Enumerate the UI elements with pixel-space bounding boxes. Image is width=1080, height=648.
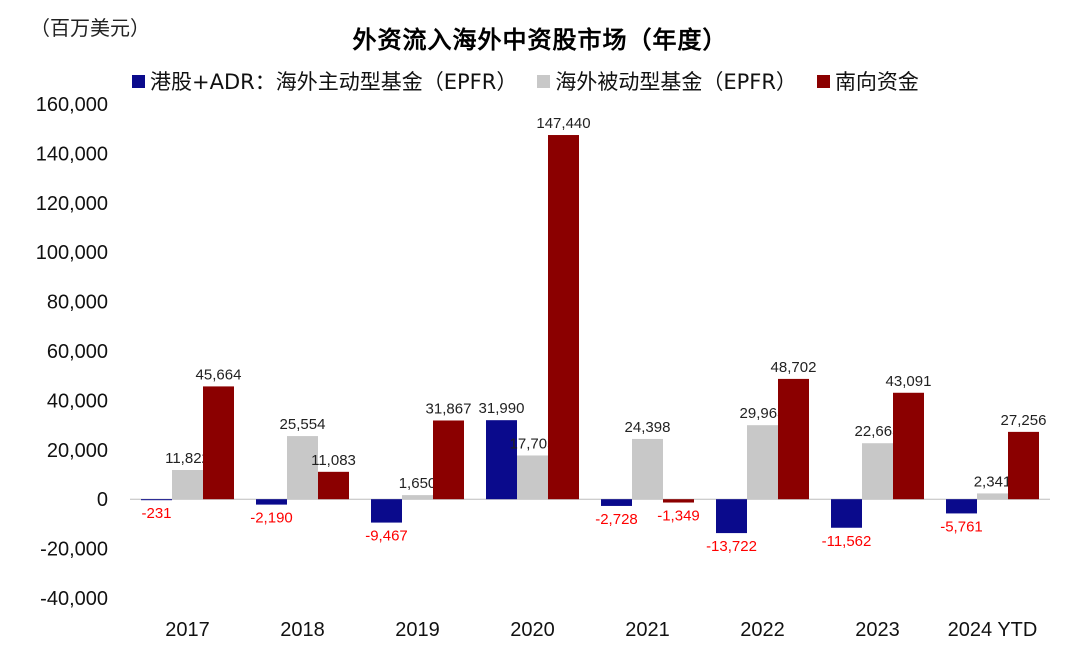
y-tick-label: 60,000 bbox=[47, 341, 108, 363]
bar bbox=[831, 499, 862, 528]
bar bbox=[946, 499, 977, 514]
data-label: 48,702 bbox=[771, 359, 817, 376]
y-tick-label: 120,000 bbox=[36, 193, 108, 215]
bar bbox=[402, 495, 433, 500]
x-tick-label: 2022 bbox=[740, 619, 785, 641]
legend-swatch-passive bbox=[537, 74, 551, 88]
x-tick-label: 2021 bbox=[625, 619, 670, 641]
bar bbox=[287, 436, 318, 500]
bar bbox=[977, 493, 1008, 500]
data-label: 31,867 bbox=[426, 400, 472, 417]
bar bbox=[486, 420, 517, 500]
legend-swatch-southbound bbox=[816, 74, 830, 88]
data-label: 27,256 bbox=[1001, 412, 1047, 429]
legend-item-active: 港股+ADR：海外主动型基金（EPFR） bbox=[132, 66, 517, 96]
y-tick-label: 0 bbox=[97, 489, 108, 511]
legend-swatch-active bbox=[132, 74, 145, 88]
bar bbox=[747, 425, 778, 500]
bar bbox=[433, 420, 464, 500]
x-tick-label: 2024 YTD bbox=[948, 619, 1038, 641]
bar bbox=[716, 499, 747, 534]
x-tick-label: 2018 bbox=[280, 619, 325, 641]
legend: 港股+ADR：海外主动型基金（EPFR） 海外被动型基金（EPFR） 南向资金 bbox=[132, 66, 939, 96]
data-label: -13,722 bbox=[706, 538, 757, 555]
legend-item-southbound: 南向资金 bbox=[816, 66, 919, 96]
bar bbox=[1008, 431, 1039, 500]
data-label: -9,467 bbox=[365, 528, 408, 545]
data-label: -2,728 bbox=[595, 511, 638, 528]
data-label: 17,705 bbox=[510, 435, 556, 452]
x-tick-label: 2020 bbox=[510, 619, 555, 641]
x-tick-label: 2017 bbox=[165, 619, 210, 641]
x-tick-label: 2023 bbox=[855, 619, 900, 641]
data-label: -5,761 bbox=[940, 518, 983, 535]
bar bbox=[548, 135, 579, 500]
bar bbox=[141, 499, 172, 501]
legend-item-passive: 海外被动型基金（EPFR） bbox=[537, 66, 797, 96]
y-tick-label: -20,000 bbox=[40, 539, 108, 561]
bar bbox=[632, 438, 663, 500]
data-label: 25,554 bbox=[280, 416, 326, 433]
bar bbox=[778, 378, 809, 500]
data-label: 24,398 bbox=[625, 419, 671, 436]
legend-label-southbound: 南向资金 bbox=[834, 70, 919, 94]
bar bbox=[318, 471, 349, 500]
bar bbox=[256, 499, 287, 505]
y-tick-label: 140,000 bbox=[36, 143, 108, 165]
data-label: 43,091 bbox=[886, 373, 932, 390]
data-label: -11,562 bbox=[822, 533, 872, 550]
data-label: 45,664 bbox=[196, 366, 242, 383]
y-tick-label: 80,000 bbox=[47, 292, 108, 314]
data-label: 2,341 bbox=[974, 473, 1012, 490]
data-label: 22,663 bbox=[855, 423, 901, 440]
data-label: 29,963 bbox=[740, 405, 786, 422]
data-label: 11,822 bbox=[165, 450, 210, 467]
data-label: 31,990 bbox=[479, 400, 525, 417]
x-tick-label: 2019 bbox=[395, 619, 440, 641]
bar bbox=[862, 443, 893, 500]
bar bbox=[893, 392, 924, 500]
bar bbox=[663, 499, 694, 503]
data-label: 1,650 bbox=[399, 475, 437, 492]
y-tick-label: 40,000 bbox=[47, 390, 108, 412]
chart-title: 外资流入海外中资股市场（年度） bbox=[352, 26, 728, 54]
data-label: -231 bbox=[141, 505, 171, 522]
bar bbox=[172, 469, 203, 500]
data-label: -2,190 bbox=[250, 510, 293, 527]
bar bbox=[517, 455, 548, 500]
y-tick-label: 100,000 bbox=[36, 242, 108, 264]
legend-label-passive: 海外被动型基金（EPFR） bbox=[555, 70, 797, 94]
data-label: -1,349 bbox=[657, 508, 700, 525]
unit-label: （百万美元） bbox=[30, 16, 150, 40]
data-label: 11,083 bbox=[311, 452, 356, 469]
y-tick-label: 20,000 bbox=[47, 440, 108, 462]
bar bbox=[371, 499, 402, 523]
bar bbox=[601, 499, 632, 506]
y-tick-label: -40,000 bbox=[40, 588, 108, 610]
bar bbox=[203, 386, 234, 500]
y-tick-label: 160,000 bbox=[36, 94, 108, 116]
legend-label-active: 港股+ADR：海外主动型基金（EPFR） bbox=[150, 70, 518, 94]
data-label: 147,440 bbox=[536, 115, 590, 132]
